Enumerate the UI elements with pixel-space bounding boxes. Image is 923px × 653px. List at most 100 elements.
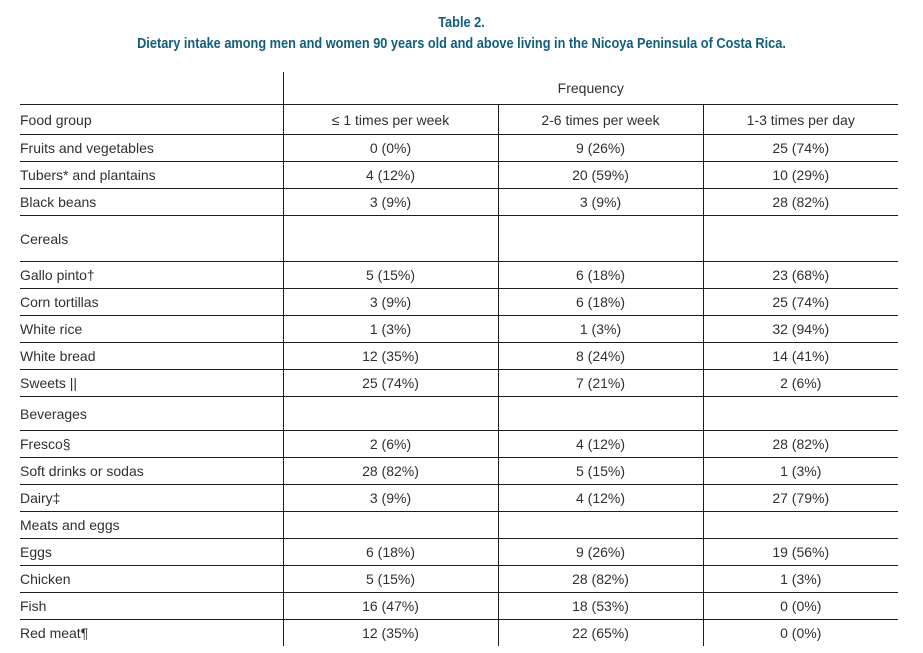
- column-header-le1-per-week: ≤ 1 times per week: [283, 104, 499, 135]
- value-cell: 28 (82%): [498, 565, 704, 593]
- food-group-cell: Eggs: [20, 538, 284, 566]
- value-cell: 5 (15%): [283, 261, 499, 289]
- value-cell: 0 (0%): [780, 625, 822, 641]
- column-header-1-3-per-day: 1-3 times per day: [703, 104, 898, 135]
- value-cell: 9 (26%): [498, 538, 704, 566]
- value-cell: 18 (53%): [498, 592, 704, 620]
- empty-cell: [498, 511, 704, 539]
- value-cell: 0 (0%): [703, 592, 898, 620]
- food-group-cell: Black beans: [20, 188, 284, 216]
- table-title-block: Table 2. Dietary intake among men and wo…: [55, 13, 867, 55]
- value-cell: 4 (12%): [498, 430, 704, 458]
- table-row-corn-tortillas: Corn tortillas 3 (9%) 6 (18%) 25 (74%): [20, 288, 898, 316]
- value-cell: 14 (41%): [703, 342, 898, 370]
- table-row-fish: Fish 16 (47%) 18 (53%) 0 (0%): [20, 592, 898, 620]
- value-cell: 20 (59%): [498, 161, 704, 189]
- value-cell: 12 (35%): [283, 619, 499, 646]
- value-cell: 23 (68%): [703, 261, 898, 289]
- value-cell: 2 (6%): [703, 369, 898, 397]
- value-cell: 1 (3%): [703, 565, 898, 593]
- food-group-cell: Gallo pinto†: [20, 261, 284, 289]
- value-cell: 25 (74%): [703, 288, 898, 316]
- table-row-eggs: Eggs 6 (18%) 9 (26%) 19 (56%): [20, 538, 898, 566]
- table-row-white-rice: White rice 1 (3%) 1 (3%) 32 (94%): [20, 315, 898, 343]
- column-header-2-6-per-week: 2-6 times per week: [498, 104, 704, 135]
- value-cell: 5 (15%): [498, 457, 704, 485]
- food-group-cell: Red meat¶: [20, 619, 284, 646]
- food-group-cell: Fresco§: [20, 430, 284, 458]
- empty-cell: [703, 215, 898, 262]
- table-caption: Dietary intake among men and women 90 ye…: [137, 36, 786, 52]
- value-cell: 5 (15%): [283, 565, 499, 593]
- frequency-header-spacer: [20, 72, 284, 105]
- section-row-beverages: Beverages: [20, 396, 898, 431]
- food-group-section-cell: Beverages: [20, 396, 284, 431]
- food-group-cell: Sweets ||: [20, 369, 284, 397]
- value-cell: 25 (74%): [283, 369, 499, 397]
- value-cell: 22 (65%): [498, 619, 704, 646]
- value-cell: 16 (47%): [283, 592, 499, 620]
- empty-cell: [703, 511, 898, 539]
- section-row-meats-and-eggs: Meats and eggs: [20, 511, 898, 539]
- table-row-soft-drinks-or-sodas: Soft drinks or sodas 28 (82%) 5 (15%) 1 …: [20, 457, 898, 485]
- value-cell: 4 (12%): [498, 484, 704, 512]
- table-row-dairy: Dairy‡ 3 (9%) 4 (12%) 27 (79%): [20, 484, 898, 512]
- value-cell: 4 (12%): [283, 161, 499, 189]
- value-cell: 28 (82%): [283, 457, 499, 485]
- column-header-row: Food group ≤ 1 times per week 2-6 times …: [20, 104, 898, 135]
- value-cell: 3 (9%): [283, 188, 499, 216]
- food-group-cell: Dairy‡: [20, 484, 284, 512]
- frequency-header-row: Frequency: [20, 72, 898, 105]
- value-cell: 25 (74%): [703, 134, 898, 162]
- value-cell: 8 (24%): [498, 342, 704, 370]
- dietary-intake-table: Frequency Food group ≤ 1 times per week …: [20, 72, 898, 646]
- value-cell: 1 (3%): [703, 457, 898, 485]
- frequency-header: Frequency: [283, 72, 898, 105]
- value-cell: 7 (21%): [498, 369, 704, 397]
- empty-cell: [283, 511, 499, 539]
- food-group-section-cell: Meats and eggs: [20, 511, 284, 539]
- value-cell: 3 (9%): [283, 484, 499, 512]
- empty-cell: [283, 396, 499, 431]
- column-header-food-group: Food group: [20, 104, 284, 135]
- value-cell: 6 (18%): [283, 538, 499, 566]
- empty-cell: [283, 215, 499, 262]
- food-group-cell: White bread: [20, 342, 284, 370]
- value-cell: 12 (35%): [283, 342, 499, 370]
- table-row-white-bread: White bread 12 (35%) 8 (24%) 14 (41%): [20, 342, 898, 370]
- table-row-sweets: Sweets || 25 (74%) 7 (21%) 2 (6%): [20, 369, 898, 397]
- value-cell: 19 (56%): [703, 538, 898, 566]
- food-group-cell: Fruits and vegetables: [20, 134, 284, 162]
- table-row-black-beans: Black beans 3 (9%) 3 (9%) 28 (82%): [20, 188, 898, 216]
- food-group-cell: White rice: [20, 315, 284, 343]
- value-cell: 9 (26%): [498, 134, 704, 162]
- table-row-tubers-and-plantains: Tubers* and plantains 4 (12%) 20 (59%) 1…: [20, 161, 898, 189]
- food-group-cell: Tubers* and plantains: [20, 161, 284, 189]
- food-group-cell: Soft drinks or sodas: [20, 457, 284, 485]
- value-cell: 6 (18%): [498, 261, 704, 289]
- table-row-gallo-pinto: Gallo pinto† 5 (15%) 6 (18%) 23 (68%): [20, 261, 898, 289]
- value-cell: 32 (94%): [703, 315, 898, 343]
- value-cell: 3 (9%): [283, 288, 499, 316]
- empty-cell: [498, 215, 704, 262]
- table-row-red-meat: Red meat¶ 12 (35%) 22 (65%) 0 (0%): [20, 619, 898, 646]
- table-row-chicken: Chicken 5 (15%) 28 (82%) 1 (3%): [20, 565, 898, 593]
- empty-cell: [703, 396, 898, 431]
- value-cell: 1 (3%): [283, 315, 499, 343]
- value-cell: 6 (18%): [498, 288, 704, 316]
- value-cell: 28 (82%): [703, 430, 898, 458]
- food-group-cell: Corn tortillas: [20, 288, 284, 316]
- value-cell: 3 (9%): [498, 188, 704, 216]
- value-cell: 10 (29%): [703, 161, 898, 189]
- value-cell: 1 (3%): [498, 315, 704, 343]
- food-group-cell: Chicken: [20, 565, 284, 593]
- value-cell: 27 (79%): [703, 484, 898, 512]
- food-group-section-cell: Cereals: [20, 215, 284, 262]
- food-group-cell: Fish: [20, 592, 284, 620]
- value-cell: 28 (82%): [703, 188, 898, 216]
- table-title: Table 2.: [438, 15, 485, 31]
- table-row-fresco: Fresco§ 2 (6%) 4 (12%) 28 (82%): [20, 430, 898, 458]
- empty-cell: [498, 396, 704, 431]
- section-row-cereals: Cereals: [20, 215, 898, 262]
- value-cell: 0 (0%): [283, 134, 499, 162]
